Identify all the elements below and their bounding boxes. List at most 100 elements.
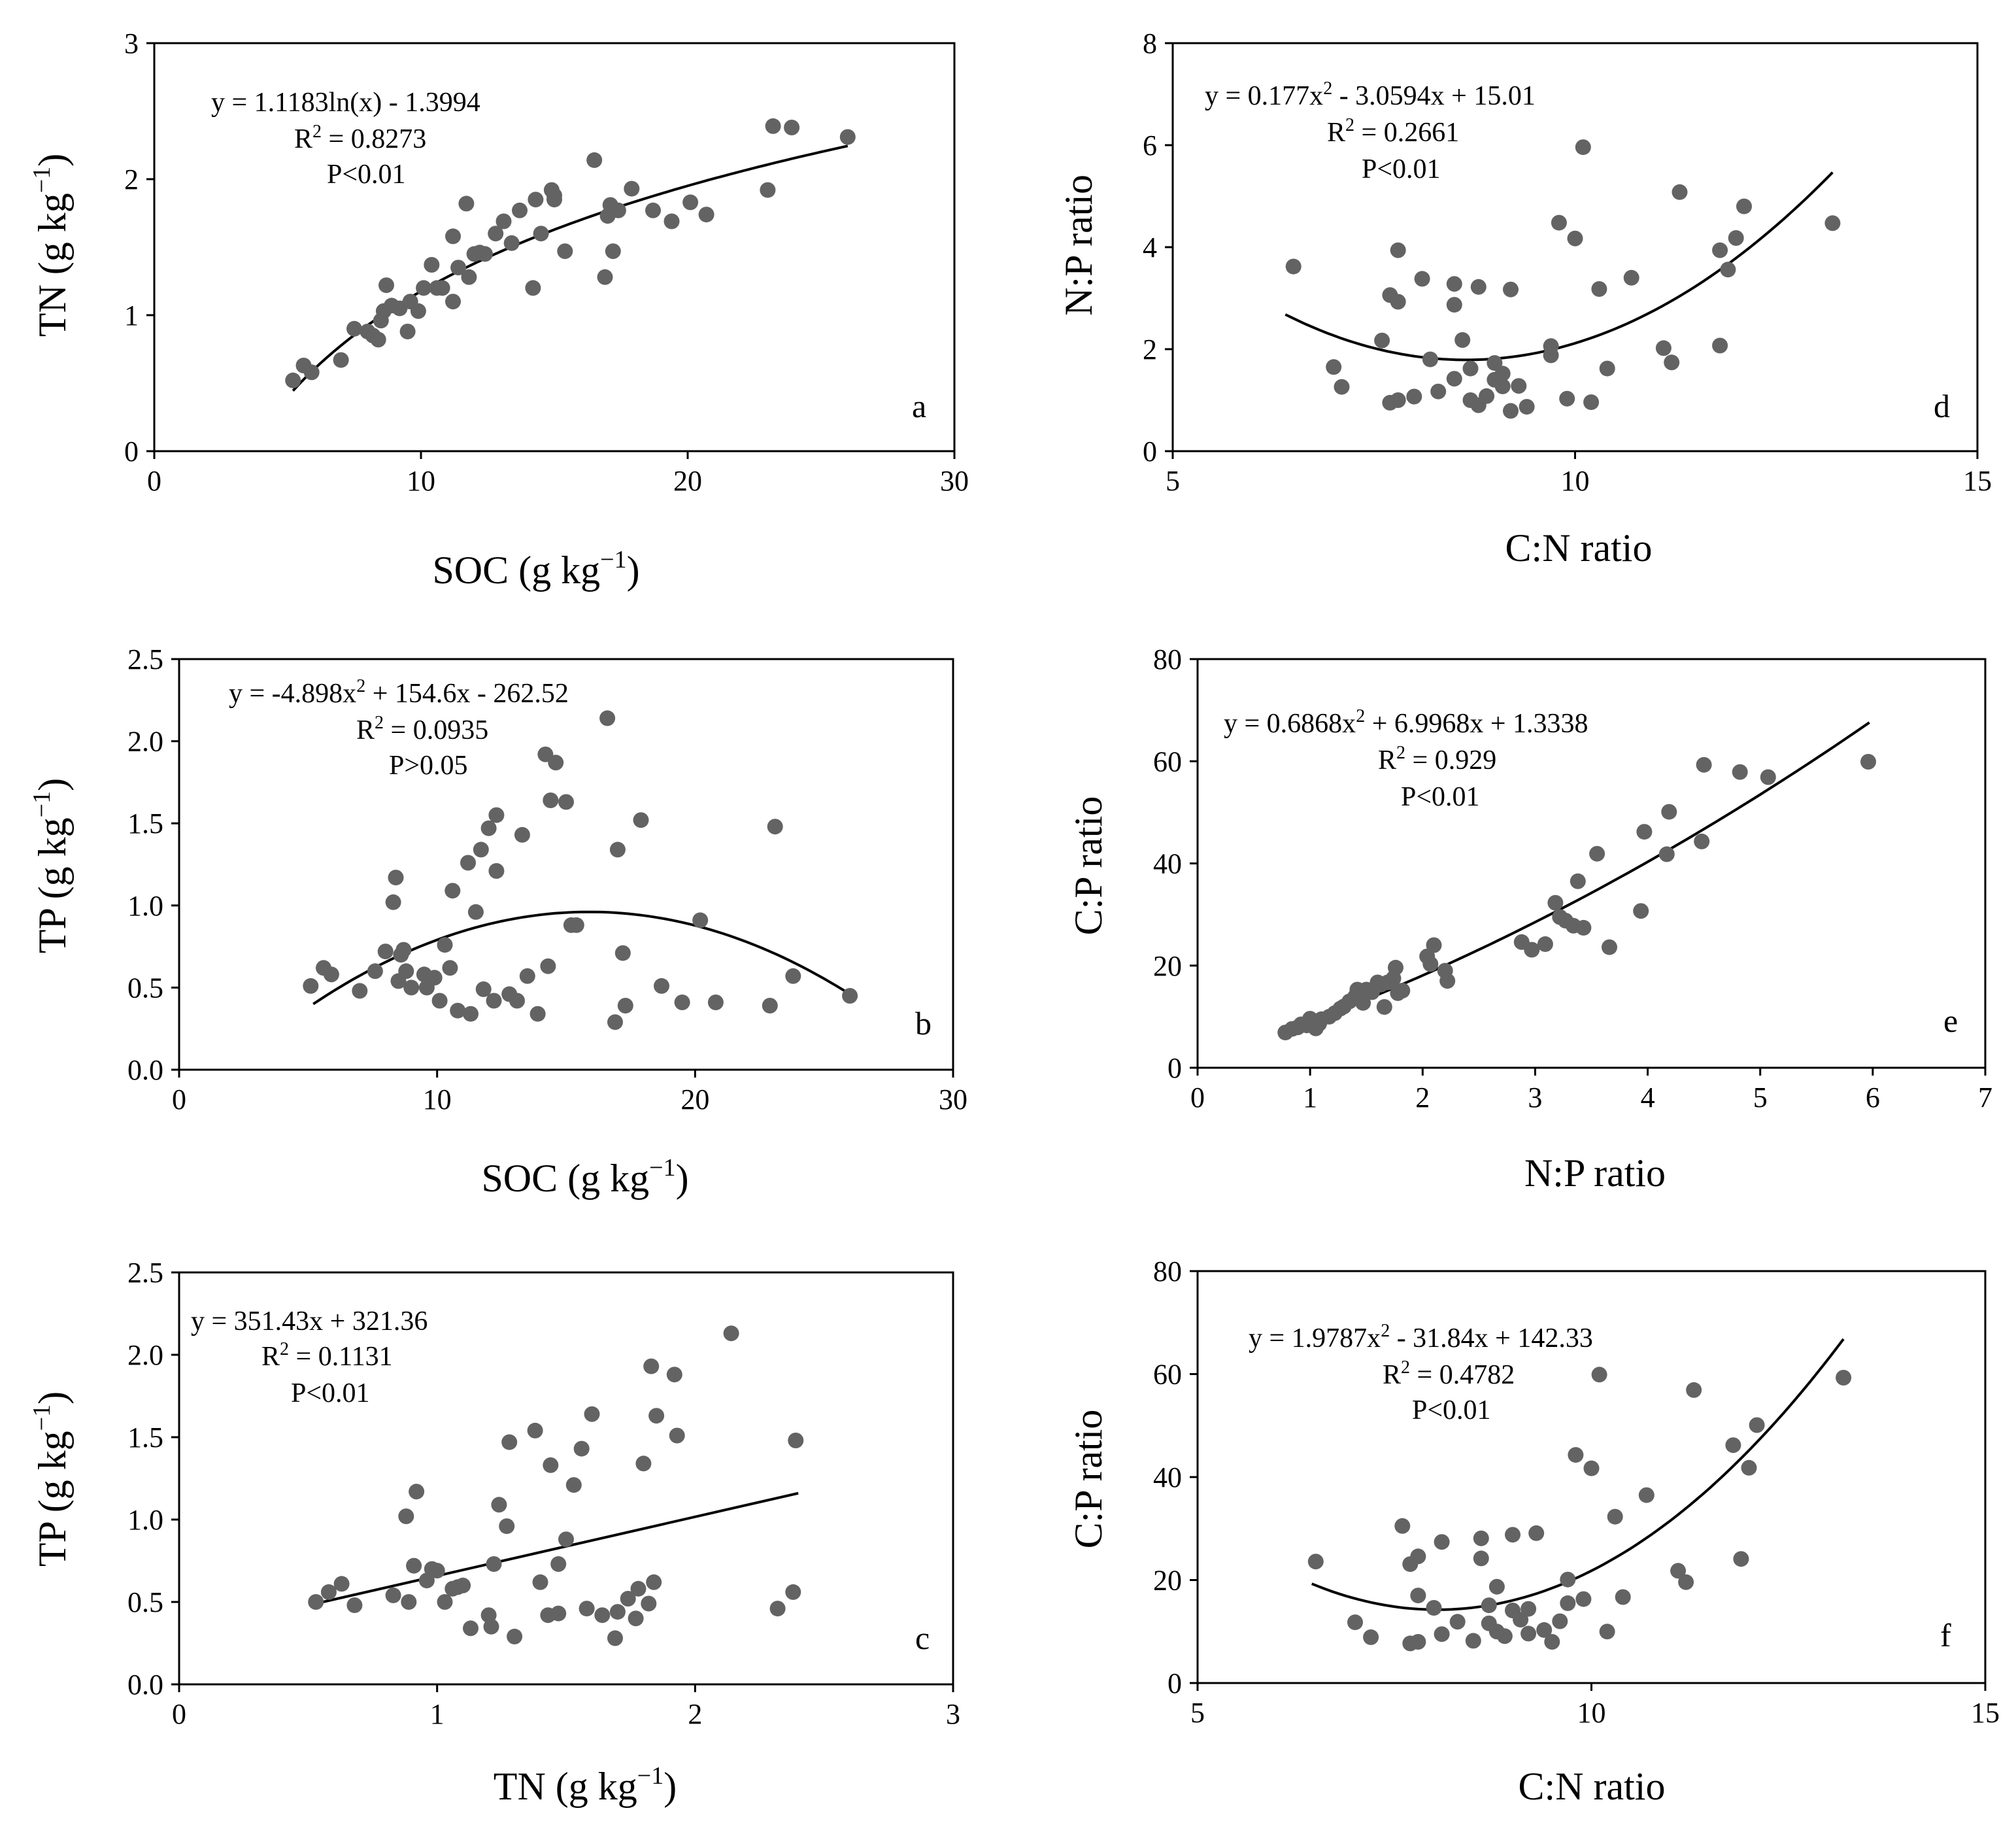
panel-a-p-value: P<0.01 bbox=[327, 160, 406, 190]
panel-e-data-point bbox=[1694, 833, 1710, 849]
panel-e-x-tick-label: 4 bbox=[1641, 1081, 1655, 1114]
panel-e-x-tick-label: 6 bbox=[1866, 1081, 1880, 1114]
panel-a-data-point bbox=[525, 280, 541, 296]
panel-e-data-point bbox=[1760, 769, 1776, 785]
panel-c-data-point bbox=[532, 1574, 548, 1590]
panel-f-data-point bbox=[1520, 1625, 1537, 1642]
panel-d-letter: d bbox=[1934, 388, 1950, 424]
panel-c-letter: c bbox=[915, 1620, 930, 1656]
panel-a-data-point bbox=[410, 303, 426, 319]
panel-e-data-point bbox=[1661, 804, 1677, 820]
panel-c-data-point bbox=[455, 1577, 471, 1593]
panel-c-data-point bbox=[785, 1584, 801, 1600]
panel-f-data-point bbox=[1520, 1601, 1537, 1617]
panel-a-data-point bbox=[303, 364, 320, 381]
panel-e-x-tick-label: 7 bbox=[1978, 1081, 1992, 1114]
panel-b-data-point bbox=[475, 981, 492, 997]
panel-a-x-tick-label: 20 bbox=[673, 465, 702, 497]
panel-e-data-point bbox=[1394, 983, 1411, 998]
panel-e-data-point bbox=[1355, 995, 1371, 1011]
panel-b-data-point bbox=[450, 1002, 466, 1019]
panel-f-data-point bbox=[1607, 1508, 1623, 1525]
panel-f-data-point bbox=[1560, 1595, 1576, 1611]
panel-c-data-point bbox=[499, 1518, 515, 1535]
panel-f-data-point bbox=[1434, 1626, 1450, 1642]
panel-d-data-point bbox=[1446, 297, 1462, 313]
panel-a-data-point bbox=[370, 332, 386, 348]
panel-f-data-point bbox=[1410, 1548, 1426, 1565]
panel-b-y-tick-label: 1.5 bbox=[127, 808, 163, 840]
panel-a-data-point bbox=[528, 192, 544, 208]
panel-b-data-point bbox=[437, 937, 453, 953]
panel-e-data-point bbox=[1696, 757, 1712, 773]
panel-a-data-point bbox=[645, 202, 661, 218]
panel-c-plot-frame bbox=[178, 1271, 954, 1686]
panel-a-data-point bbox=[434, 280, 450, 296]
panel-d-x-axis-label: C:N ratio bbox=[1505, 526, 1653, 570]
panel-c-data-point bbox=[491, 1497, 507, 1513]
panel-d-data-point bbox=[1511, 378, 1527, 394]
panel-b-data-point bbox=[467, 904, 484, 920]
panel-e-x-tick-label: 5 bbox=[1753, 1081, 1768, 1114]
panel-c-data-point bbox=[628, 1610, 644, 1627]
panel-b-data-point bbox=[367, 963, 383, 979]
panel-c-y-tick-label: 1.5 bbox=[127, 1421, 163, 1454]
panel-b-data-point bbox=[692, 912, 709, 928]
panel-f-data-point bbox=[1410, 1634, 1426, 1650]
panel-d-data-point bbox=[1334, 379, 1350, 395]
panel-a-data-point bbox=[605, 243, 621, 260]
panel-b-data-point bbox=[398, 963, 414, 979]
panel-b-data-point bbox=[785, 968, 801, 984]
panel-c-data-point bbox=[346, 1597, 363, 1613]
panel-a-data-point bbox=[586, 152, 603, 168]
panel-c-data-point bbox=[501, 1434, 518, 1450]
panel-f-y-tick-label: 40 bbox=[1153, 1461, 1182, 1493]
panel-c-fit-curve bbox=[315, 1491, 799, 1605]
panel-c-data-point bbox=[486, 1556, 502, 1572]
panel-e-y-tick-label: 80 bbox=[1153, 643, 1182, 675]
panel-a-plot-frame bbox=[153, 42, 956, 452]
panel-c-data-point bbox=[573, 1440, 590, 1457]
panel-a-y-tick-label: 0 bbox=[124, 435, 139, 468]
panel-d-fit-curve bbox=[1285, 171, 1834, 362]
panel-f-y-axis-label: C:P ratio bbox=[1067, 1410, 1110, 1549]
panel-e-p-value: P<0.01 bbox=[1401, 782, 1480, 812]
panel-b-data-point bbox=[403, 979, 420, 996]
panel-e-data-point bbox=[1658, 846, 1675, 862]
panel-c-data-point bbox=[333, 1576, 350, 1592]
panel-b-data-point bbox=[558, 794, 574, 810]
panel-c-data-point bbox=[437, 1594, 453, 1610]
panel-d-data-point bbox=[1503, 281, 1519, 298]
panel-e-data-point bbox=[1426, 937, 1442, 953]
panel-e-letter: e bbox=[1943, 1002, 1958, 1039]
panel-b-x-axis-label: SOC (g kg−1) bbox=[481, 1154, 688, 1200]
panel-a-data-point bbox=[546, 188, 562, 203]
panel-e-r-squared: R2 = 0.929 bbox=[1378, 743, 1496, 775]
panel-d-data-point bbox=[1494, 366, 1511, 382]
panel-b-data-point bbox=[633, 812, 649, 828]
panel-d-data-point bbox=[1559, 390, 1575, 407]
panel-b-data-point bbox=[607, 1014, 623, 1030]
panel-b-data-point bbox=[442, 960, 458, 976]
panel-e-data-point bbox=[1570, 873, 1586, 889]
panel-d-p-value: P<0.01 bbox=[1362, 154, 1441, 184]
panel-a-x-tick-label: 0 bbox=[147, 465, 161, 497]
panel-f-data-point bbox=[1347, 1614, 1363, 1631]
panel-a-data-point bbox=[378, 277, 394, 294]
panel-a-data-point bbox=[496, 213, 512, 230]
panel-a-data-point bbox=[698, 207, 714, 223]
panel-d-data-point bbox=[1623, 269, 1639, 286]
panel-c-x-tick-label: 2 bbox=[688, 1698, 702, 1730]
panel-b-y-tick-label: 0.5 bbox=[127, 972, 163, 1004]
panel-f-data-point bbox=[1836, 1370, 1852, 1386]
panel-f-data-point bbox=[1733, 1551, 1749, 1567]
panel-e-data-point bbox=[1633, 903, 1649, 919]
panel-f-data-point bbox=[1638, 1487, 1655, 1503]
panel-e-fit-equation: y = 0.6868x2 + 6.9968x + 1.3338 bbox=[1224, 706, 1588, 739]
panel-d-y-tick-label: 4 bbox=[1143, 231, 1157, 264]
panel-c-data-point bbox=[788, 1433, 804, 1448]
panel-d-x-tick-label: 15 bbox=[1963, 465, 1992, 497]
panel-e-fit-curve bbox=[1285, 721, 1870, 1032]
panel-b-data-point bbox=[548, 755, 564, 771]
panel-f-data-point bbox=[1725, 1437, 1741, 1454]
